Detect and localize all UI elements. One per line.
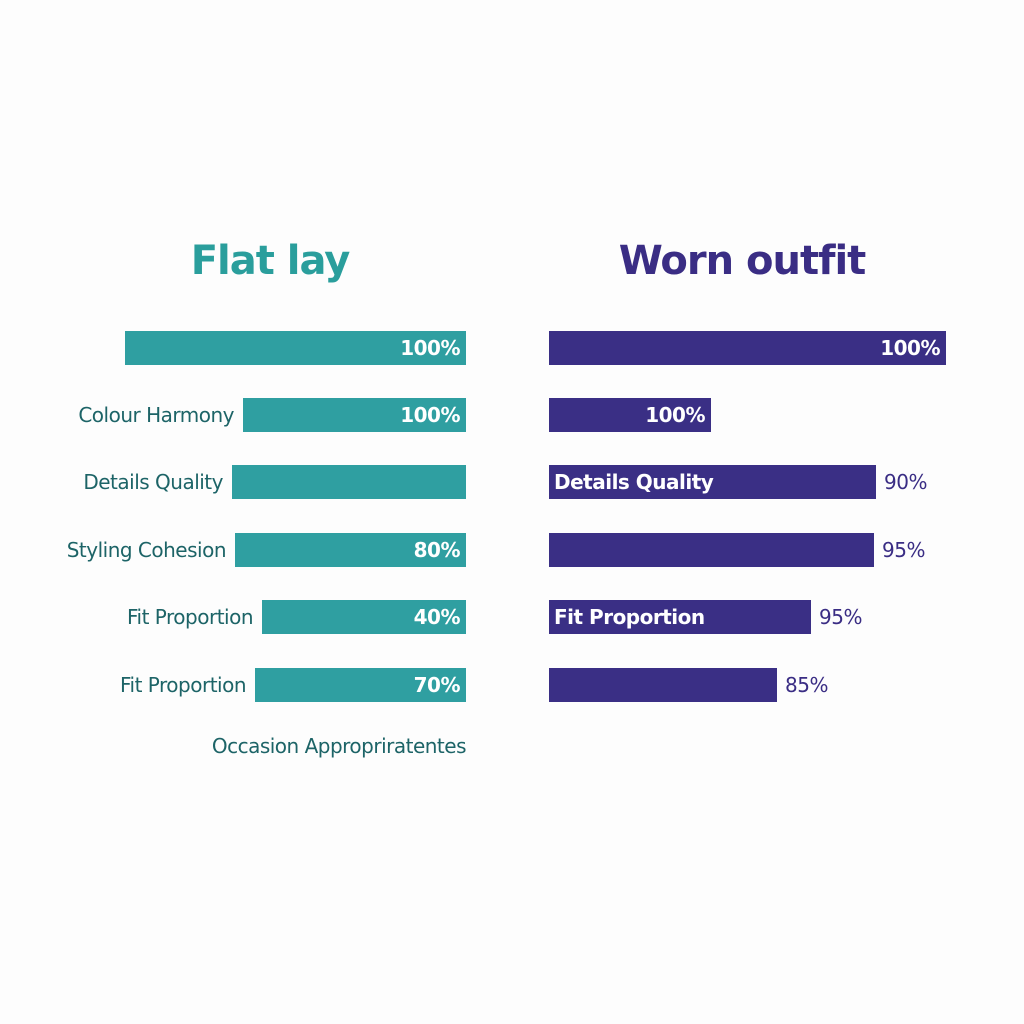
row-label: Fit Proportion [554,605,705,629]
bar [549,668,777,702]
row-value: 100% [400,336,460,360]
bar [549,331,946,365]
row-label: Styling Cohesion [66,538,227,562]
row-label: Colour Harmony [78,403,234,427]
bar [549,533,874,567]
row-label: Details Quality [83,470,223,494]
row-value: 95% [882,538,925,562]
bar [549,398,711,432]
bar [232,465,466,499]
row-label: Details Quality [554,470,714,494]
row-value: 85% [785,673,828,697]
row-value: 40% [413,605,461,629]
bar [125,331,466,365]
row-label: Fit Proportion [127,605,254,629]
bar [549,465,876,499]
bar [549,600,811,634]
row-value: 100% [400,403,460,427]
row-label: Fit Proportion [120,673,247,697]
row-value: 100% [880,336,940,360]
panel-title: Worn outfit [618,238,867,284]
bar [255,668,466,702]
row-value: 100% [645,403,705,427]
bar [262,600,466,634]
panel-title: Flat lay [190,238,351,284]
row-value: 80% [413,538,461,562]
row-value: 95% [819,605,862,629]
footer-note: Occasion Appropriratentes [211,734,467,758]
row-value: 90% [884,470,927,494]
bar [243,398,466,432]
bar [235,533,466,567]
row-value: 70% [413,673,461,697]
